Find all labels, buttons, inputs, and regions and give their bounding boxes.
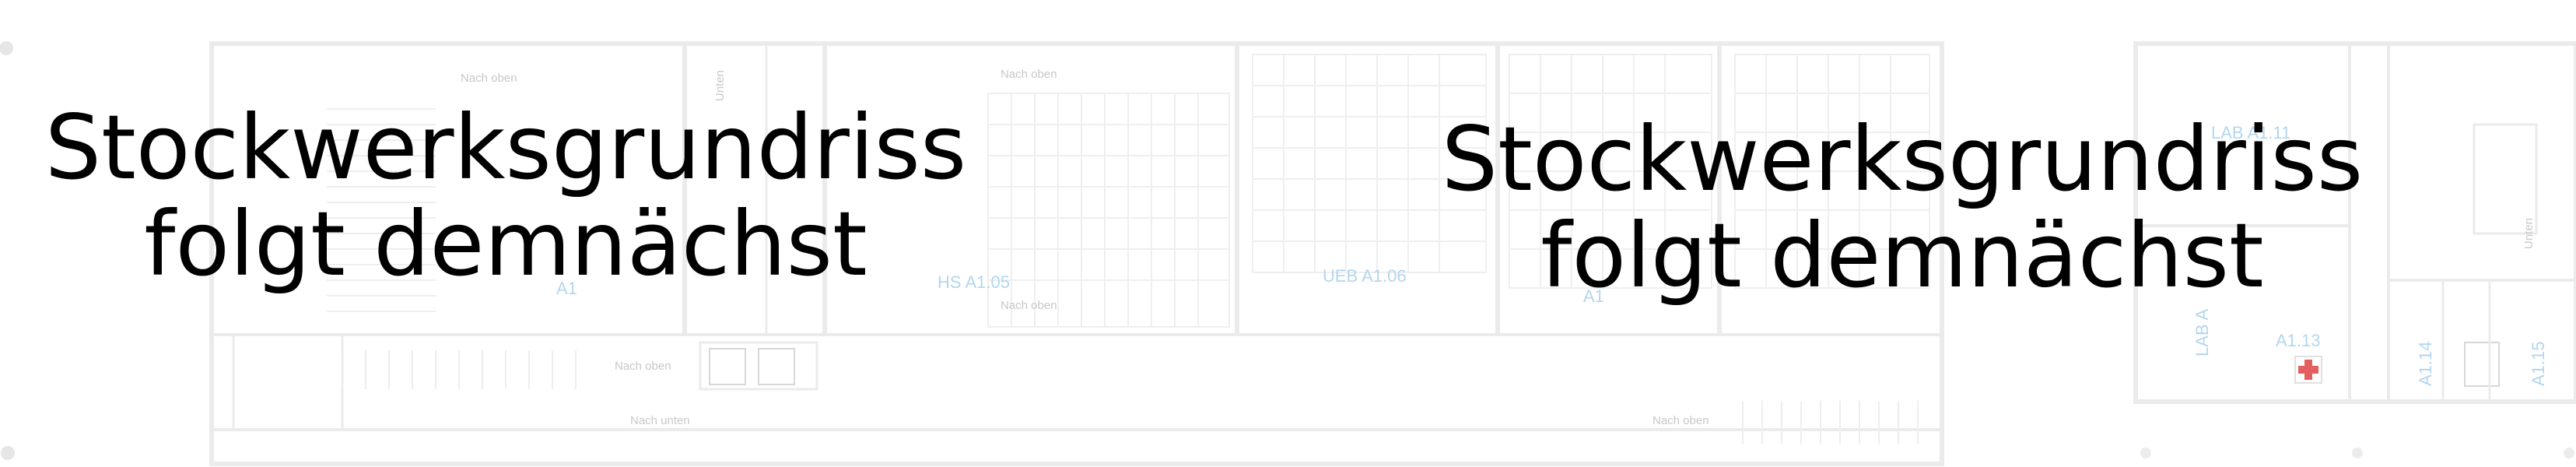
room-label-a104: A1 [556,279,577,298]
anchor-dot [0,41,13,55]
staircase-bottom-right [1742,401,1919,444]
coming-soon-line1: Stockwerksgrundriss [44,96,967,199]
staircase-left [327,108,577,389]
room-label-ueb-a106: UEB A1.06 [1323,266,1407,286]
room-label-a114: A1.14 [2416,342,2435,387]
room-label-lab-a112: LAB A [2192,309,2212,356]
anchor-dot [2564,448,2574,458]
room-label-a113: A1.13 [2276,331,2321,350]
coming-soon-message-right: Stockwerksgrundriss folgt demnächst [1400,111,2404,304]
stair-label: Nach oben [1652,414,1709,427]
stair-label: Unten [2522,218,2536,249]
coming-soon-line1: Stockwerksgrundriss [1441,107,2364,211]
anchor-dot [2352,448,2363,458]
room-label-lab-a111: LAB A1.11 [2211,123,2290,142]
building-right-wing [2133,41,2576,404]
seating-grid [987,54,1930,328]
room-label-hs-a105: HS A1.05 [938,272,1010,292]
room-label-a107: A1 [1583,286,1604,306]
stair-label: Unten [713,70,727,101]
room-label-a115: A1.15 [2529,342,2548,387]
stair-label: Nach oben [615,360,671,373]
first-aid-icon [2294,356,2322,384]
coming-soon-message-left: Stockwerksgrundriss folgt demnächst [43,100,969,293]
restroom-icon [709,342,2500,387]
stair-label: Nach unten [630,414,690,427]
building-main [209,41,1944,466]
anchor-dot [1,446,15,460]
coming-soon-line2: folgt demnächst [1540,204,2264,307]
anchor-dot [2140,448,2151,458]
stair-label: Nach oben [1001,299,1057,312]
coming-soon-line2: folgt demnächst [144,192,867,296]
stair-label: Nach oben [1001,68,1057,81]
stair-label: Nach oben [461,72,517,85]
